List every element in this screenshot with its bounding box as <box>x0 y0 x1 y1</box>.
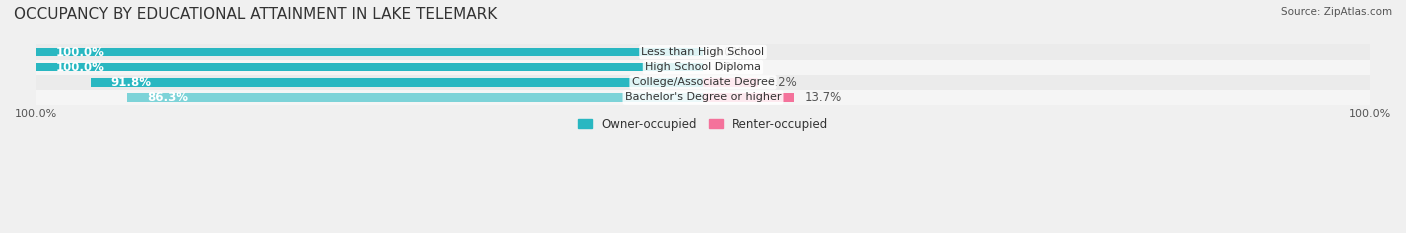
Text: OCCUPANCY BY EDUCATIONAL ATTAINMENT IN LAKE TELEMARK: OCCUPANCY BY EDUCATIONAL ATTAINMENT IN L… <box>14 7 498 22</box>
Bar <box>91 78 703 86</box>
Text: Source: ZipAtlas.com: Source: ZipAtlas.com <box>1281 7 1392 17</box>
Text: 13.7%: 13.7% <box>804 91 842 104</box>
Text: High School Diploma: High School Diploma <box>645 62 761 72</box>
Bar <box>37 60 1369 75</box>
Bar <box>37 48 703 56</box>
Text: College/Associate Degree: College/Associate Degree <box>631 77 775 87</box>
Text: 100.0%: 100.0% <box>56 45 105 58</box>
Text: 0.0%: 0.0% <box>713 61 742 74</box>
Bar <box>128 93 703 102</box>
Bar <box>703 78 758 86</box>
Text: Less than High School: Less than High School <box>641 47 765 57</box>
Bar <box>37 75 1369 90</box>
Bar <box>703 93 794 102</box>
Legend: Owner-occupied, Renter-occupied: Owner-occupied, Renter-occupied <box>572 113 834 136</box>
Text: 86.3%: 86.3% <box>148 91 188 104</box>
Text: Bachelor's Degree or higher: Bachelor's Degree or higher <box>624 93 782 103</box>
Text: 8.2%: 8.2% <box>768 76 797 89</box>
Bar <box>37 45 1369 60</box>
Text: 0.0%: 0.0% <box>713 45 742 58</box>
Bar <box>37 90 1369 105</box>
Text: 91.8%: 91.8% <box>111 76 152 89</box>
Bar <box>37 63 703 71</box>
Text: 100.0%: 100.0% <box>56 61 105 74</box>
